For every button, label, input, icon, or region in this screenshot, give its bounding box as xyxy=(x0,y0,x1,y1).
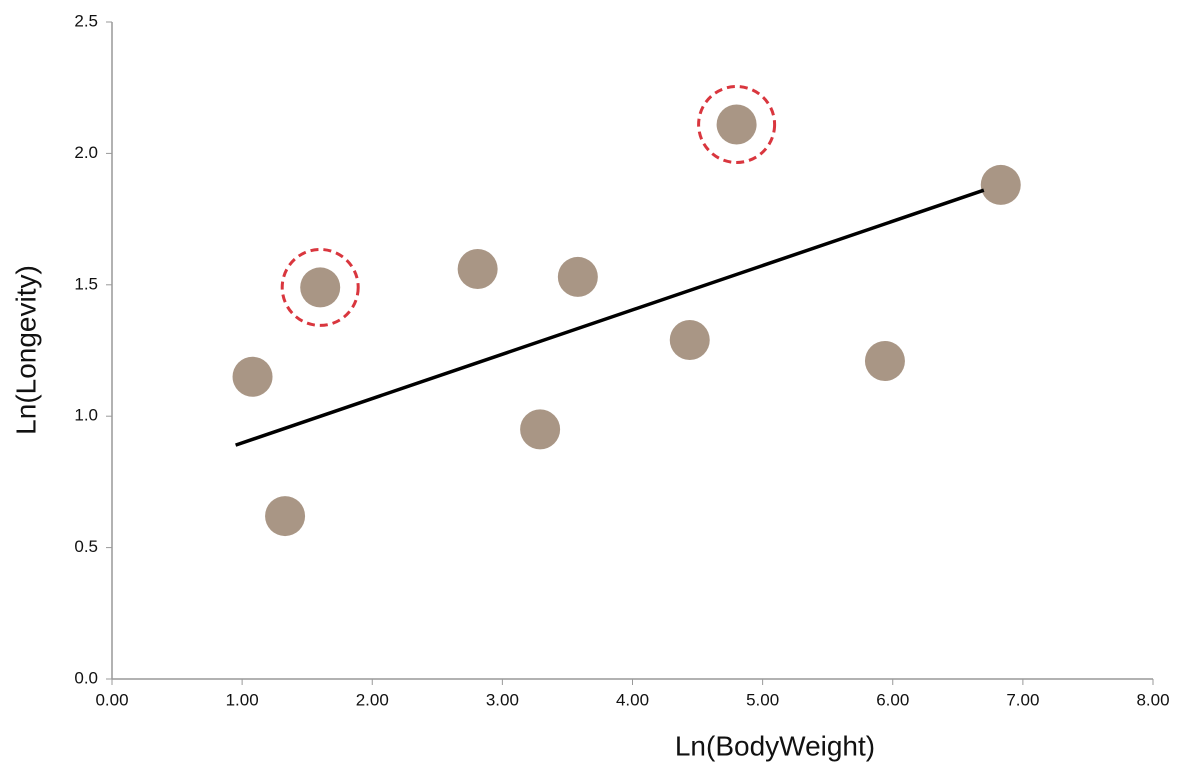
x-axis-title: Ln(BodyWeight) xyxy=(675,730,875,761)
y-tick-label: 2.5 xyxy=(74,11,98,30)
x-tick-label: 6.00 xyxy=(876,690,909,709)
animal-point xyxy=(557,256,598,297)
y-tick-label: 1.5 xyxy=(74,274,98,293)
x-tick-label: 1.00 xyxy=(226,690,259,709)
animal-point xyxy=(265,496,306,537)
animal-point xyxy=(716,104,757,145)
animal-point xyxy=(300,267,341,308)
x-tick-label: 0.00 xyxy=(95,690,128,709)
y-tick-label: 0.0 xyxy=(74,668,98,687)
animal-point xyxy=(669,319,710,360)
x-tick-label: 5.00 xyxy=(746,690,779,709)
animal-point xyxy=(520,409,561,450)
animal-point xyxy=(864,341,905,382)
trend-line xyxy=(235,188,985,447)
animal-point xyxy=(980,164,1021,205)
x-tick-label: 7.00 xyxy=(1006,690,1039,709)
animal-point xyxy=(457,249,498,290)
highlight-ring xyxy=(697,84,777,164)
animal-point xyxy=(232,356,273,397)
y-tick-label: 0.5 xyxy=(74,537,98,556)
x-tick-label: 4.00 xyxy=(616,690,649,709)
x-tick-label: 8.00 xyxy=(1136,690,1169,709)
x-tick-label: 3.00 xyxy=(486,690,519,709)
y-axis-title: Ln(Longevity) xyxy=(10,265,41,435)
y-tick-label: 2.0 xyxy=(74,143,98,162)
x-tick-label: 2.00 xyxy=(356,690,389,709)
y-tick-label: 1.0 xyxy=(74,406,98,425)
highlight-ring xyxy=(280,247,360,327)
